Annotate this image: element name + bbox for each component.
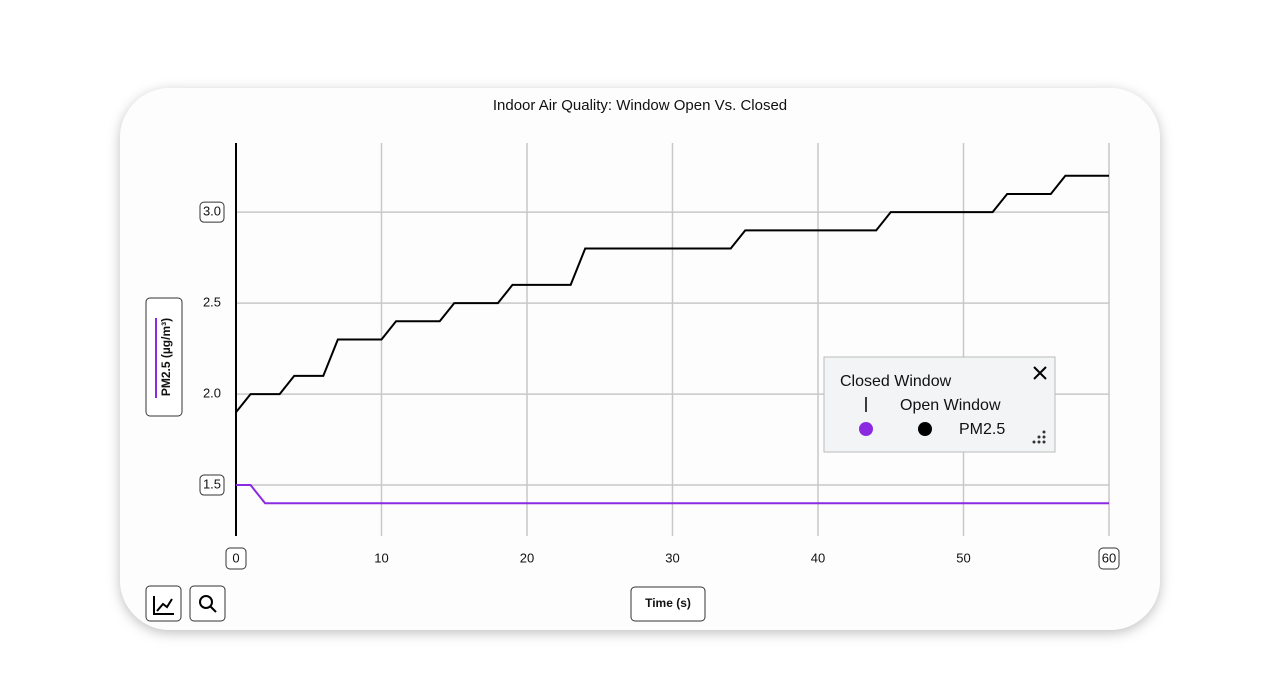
x-tick-label: 50 <box>956 550 970 565</box>
x-label-box[interactable] <box>630 586 706 622</box>
card <box>120 88 1160 630</box>
x-tick-label: 40 <box>811 550 825 565</box>
legend-swatch <box>859 422 873 436</box>
x-tick-label: 60 <box>1102 550 1116 565</box>
tick-box <box>199 201 225 223</box>
graph-button[interactable] <box>145 585 182 622</box>
tick-box <box>225 547 247 570</box>
legend-close[interactable] <box>1033 366 1047 380</box>
y-tick-label: 1.5 <box>203 476 221 491</box>
legend-title: PM2.5 <box>959 421 1005 438</box>
y-axis-label: PM2.5 (µg/m³) <box>159 318 173 396</box>
legend-swatch <box>918 422 932 436</box>
x-tick-label: 0 <box>232 550 239 565</box>
y-tick-label: 3.0 <box>203 204 221 219</box>
y-tick-label: 2.0 <box>203 386 221 401</box>
x-tick-label: 20 <box>520 550 534 565</box>
y-tick-label: 2.5 <box>203 295 221 310</box>
legend-box <box>823 356 1056 453</box>
zoom-button[interactable] <box>189 585 226 622</box>
chart-title: Indoor Air Quality: Window Open Vs. Clos… <box>493 97 787 114</box>
legend: PM2.5 Closed Window Open Window <box>823 356 1056 453</box>
legend-resize[interactable] <box>1032 430 1046 444</box>
tick-box <box>1098 547 1120 570</box>
data-line <box>236 484 1109 505</box>
tick-box <box>199 474 225 496</box>
data-line <box>235 174 1109 413</box>
legend-label: Open Window <box>900 397 1001 414</box>
x-tick-label: 30 <box>665 550 679 565</box>
legend-label: Closed Window <box>840 373 952 390</box>
x-axis-label: Time (s) <box>645 596 691 610</box>
x-tick-label: 10 <box>374 550 388 565</box>
